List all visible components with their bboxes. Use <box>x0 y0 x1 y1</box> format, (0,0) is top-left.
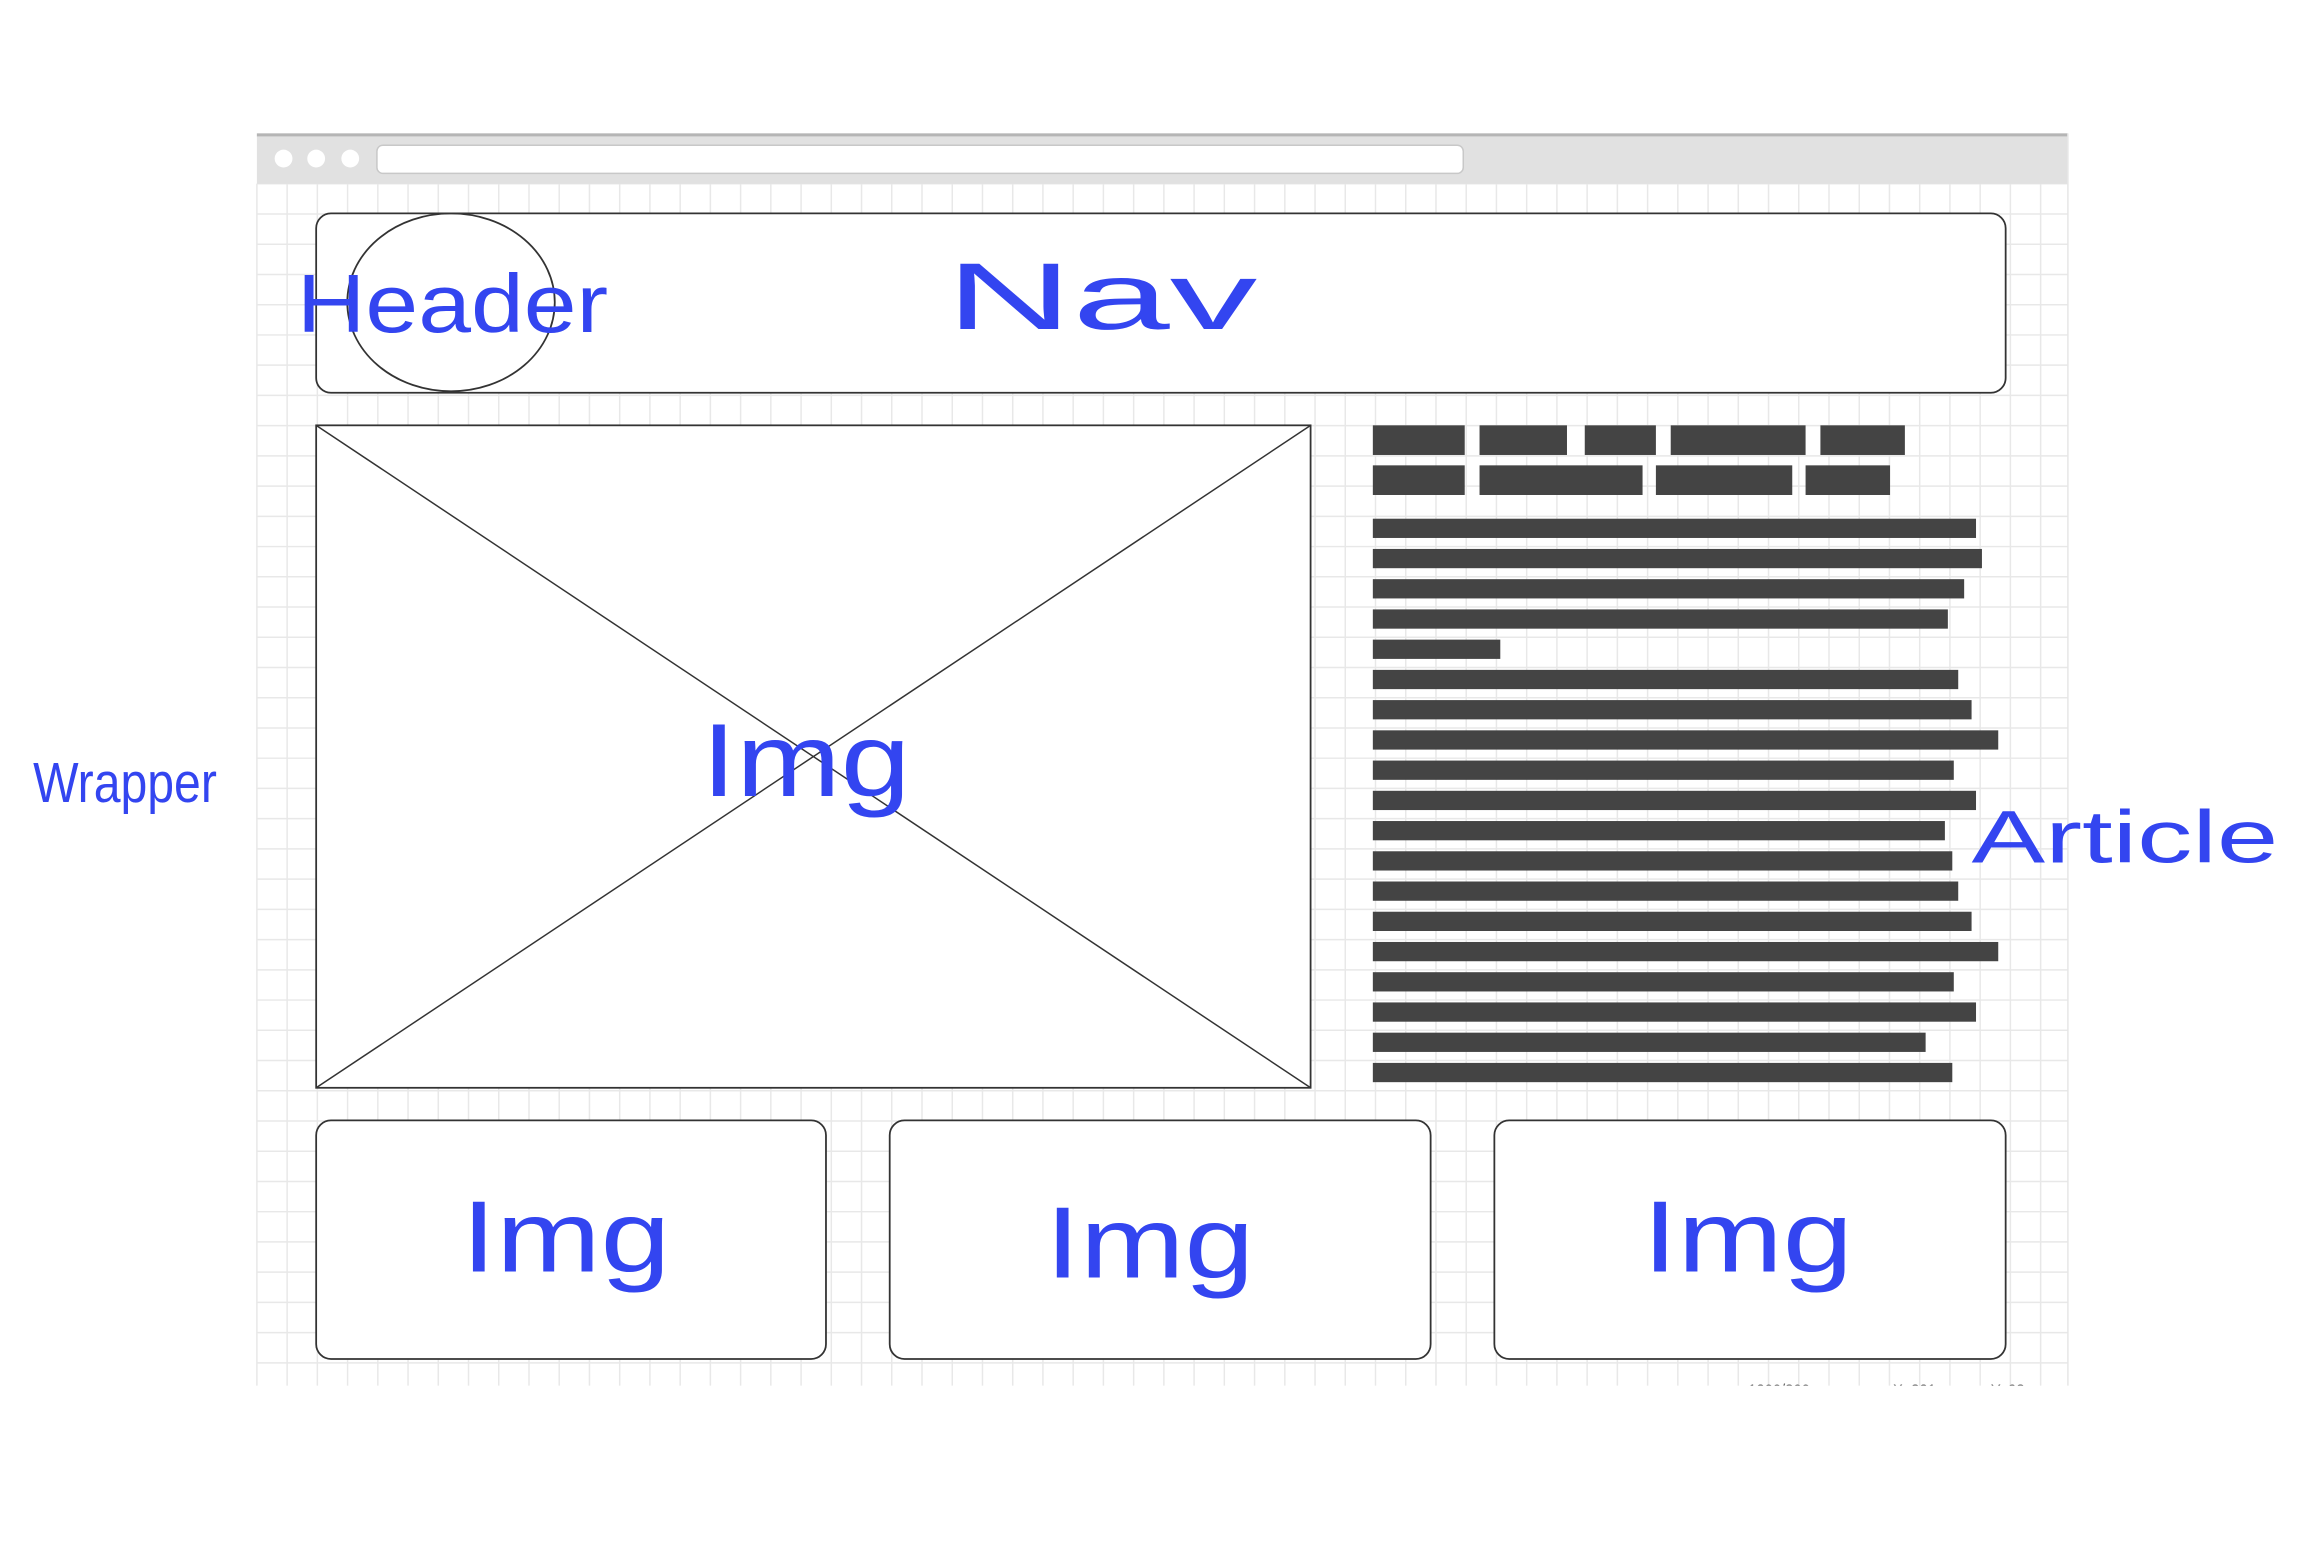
heading-bar <box>1479 465 1643 495</box>
text-line <box>1372 1002 1977 1022</box>
status-x: X: 321px <box>1893 1383 1952 1399</box>
thumbnail-label: Img <box>461 1182 670 1294</box>
status-y: Y: 98px <box>1991 1383 2041 1399</box>
thumbnail-box <box>315 1119 827 1360</box>
heading-bar <box>1805 465 1891 495</box>
image-diagonal <box>315 424 1312 1089</box>
window-dot <box>341 149 360 168</box>
text-line <box>1372 1062 1953 1083</box>
text-line <box>1372 700 1972 720</box>
text-line <box>1372 669 1959 690</box>
thumbnail-box <box>888 1119 1432 1360</box>
text-line <box>1372 518 1977 538</box>
status-clip: canvas: 1200/800px X: 321px Y: 98px <box>1693 1383 2041 1399</box>
status-canvas: canvas: 1200/800px <box>1693 1383 1826 1399</box>
text-line <box>1372 579 1965 599</box>
thumbnail-label: Img <box>1643 1182 1853 1294</box>
text-line <box>1372 1032 1926 1052</box>
window-dot <box>274 149 293 168</box>
text-line <box>1372 821 1945 841</box>
heading-bar <box>1670 425 1806 455</box>
article-text <box>1372 425 1999 1083</box>
thumbnail-box <box>1493 1119 2007 1360</box>
heading-bar <box>1655 465 1793 495</box>
heading-bar <box>1820 425 1905 455</box>
header-box <box>315 212 2007 394</box>
text-line <box>1372 639 1501 659</box>
text-line <box>1372 911 1972 931</box>
text-line <box>1372 790 1977 811</box>
header-label: Header <box>297 257 608 350</box>
wrapper-label: Wrapper <box>33 751 217 814</box>
main-image-label: Img <box>701 702 910 818</box>
text-line <box>1372 941 1999 962</box>
article-label: Article <box>1972 796 2279 879</box>
text-line <box>1372 972 1954 992</box>
heading-bar <box>1584 425 1656 455</box>
text-line <box>1372 851 1953 871</box>
heading-bar <box>1372 465 1465 495</box>
text-line <box>1372 760 1954 780</box>
text-line <box>1372 730 1999 750</box>
heading-bar <box>1479 425 1567 455</box>
thumbnail-label: Img <box>1045 1187 1254 1299</box>
url-bar <box>376 144 1464 175</box>
logo-circle <box>346 212 556 393</box>
window-dot <box>307 149 326 168</box>
text-line <box>1372 881 1959 901</box>
nav-label: Nav <box>946 244 1258 350</box>
text-line <box>1372 609 1948 629</box>
heading-bar <box>1372 425 1465 455</box>
text-line <box>1372 548 1982 569</box>
